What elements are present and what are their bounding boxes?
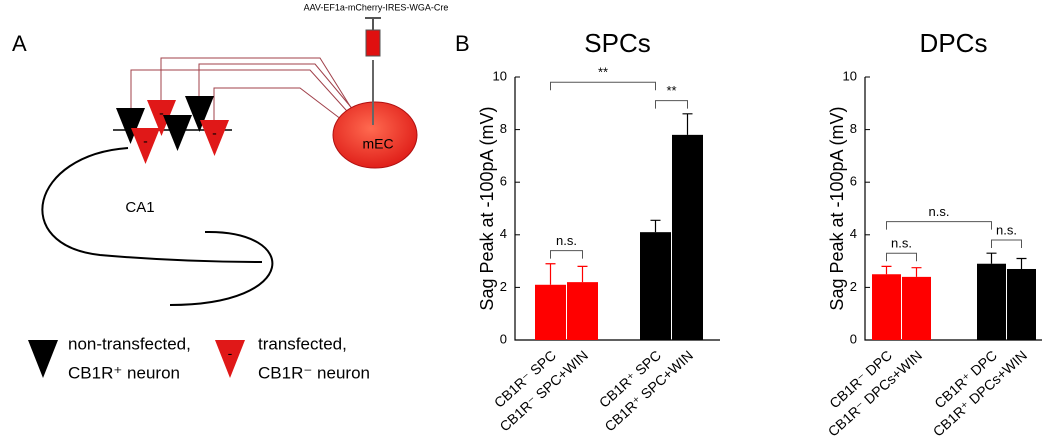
- chart-title: DPCs: [920, 28, 988, 58]
- mec-label: mEC: [362, 136, 393, 152]
- error-bar: [545, 263, 556, 285]
- syringe: [365, 17, 381, 125]
- error-bar: [911, 267, 922, 277]
- neuron: [116, 108, 145, 144]
- bar: [535, 284, 566, 340]
- y-tick-label: 10: [843, 68, 857, 83]
- neuron-sign: -: [212, 124, 217, 140]
- significance-label: n.s.: [556, 233, 577, 248]
- neuron-sign: +: [173, 119, 181, 135]
- hippocampus-curve: [41, 147, 263, 263]
- y-tick-label: 8: [850, 121, 857, 136]
- y-tick-label: 2: [850, 279, 857, 294]
- y-axis-label: Sag Peak at -100pA (mV): [827, 106, 847, 310]
- y-axis-label: Sag Peak at -100pA (mV): [477, 106, 497, 310]
- bar: [872, 274, 901, 340]
- significance-bracket: [886, 221, 992, 230]
- bar: [1007, 268, 1036, 340]
- significance-label: n.s.: [929, 204, 950, 219]
- panel-label: B: [455, 31, 470, 56]
- bar: [902, 276, 931, 340]
- error-bar: [881, 265, 892, 275]
- bar: [977, 263, 1006, 340]
- legend-text: CB1R⁺ neuron: [68, 363, 180, 382]
- error-bar: [682, 113, 693, 135]
- dentate-curve: [169, 230, 274, 306]
- chart-title: SPCs: [584, 28, 650, 58]
- y-tick-label: 4: [850, 226, 857, 241]
- neuron: [28, 340, 58, 378]
- bar: [640, 232, 671, 340]
- legend-text: non-transfected,: [68, 334, 191, 353]
- error-bar: [1016, 257, 1027, 269]
- significance-bracket: [991, 239, 1022, 249]
- significance-bracket: [655, 100, 688, 109]
- neuron: [147, 100, 176, 136]
- significance-bracket: [550, 81, 656, 91]
- mec-region: [332, 101, 418, 169]
- panel-label: A: [12, 31, 27, 56]
- panel-a: A mEC AAV-EF1a-mCherry-IRES-WGA-Cre + - +-…: [12, 2, 448, 382]
- neuron-sign: -: [228, 345, 233, 361]
- y-tick-label: 6: [500, 174, 507, 189]
- significance-label: **: [666, 83, 676, 98]
- neurons: + - +-+ -: [116, 96, 229, 164]
- neuron: [200, 120, 229, 156]
- bar: [567, 282, 598, 340]
- neuron-sign: +: [39, 345, 47, 361]
- significance-bracket: [550, 250, 583, 259]
- neuron: [215, 340, 245, 378]
- legend-text: transfected,: [258, 334, 347, 353]
- neuron: [131, 128, 160, 164]
- y-tick-label: 2: [500, 279, 507, 294]
- significance-bracket: [886, 252, 917, 262]
- neuron-sign: -: [143, 132, 148, 148]
- virus-label: AAV-EF1a-mCherry-IRES-WGA-Cre: [304, 2, 449, 12]
- neuron-sign: -: [159, 104, 164, 120]
- neuron: [163, 115, 192, 151]
- significance-label: n.s.: [891, 236, 912, 251]
- ca1-label: CA1: [125, 199, 154, 216]
- significance-label: **: [598, 65, 608, 80]
- error-bar: [986, 252, 997, 264]
- projection-lines: [130, 57, 366, 127]
- neuron-sign: +: [126, 112, 134, 128]
- significance-label: n.s.: [996, 222, 1017, 237]
- bar: [672, 134, 703, 340]
- error-bar: [650, 219, 661, 233]
- y-tick-label: 6: [850, 174, 857, 189]
- y-tick-label: 10: [493, 68, 507, 83]
- error-bar: [577, 265, 588, 283]
- y-tick-label: 8: [500, 121, 507, 136]
- y-tick-label: 0: [850, 331, 857, 346]
- y-tick-label: 0: [500, 331, 507, 346]
- legend-text: CB1R⁻ neuron: [258, 363, 370, 382]
- y-tick-label: 4: [500, 226, 507, 241]
- legend: non-transfected, CB1R⁺ neuron transfecte…: [28, 334, 370, 382]
- neuron: [185, 96, 214, 132]
- neuron-sign: +: [195, 100, 203, 116]
